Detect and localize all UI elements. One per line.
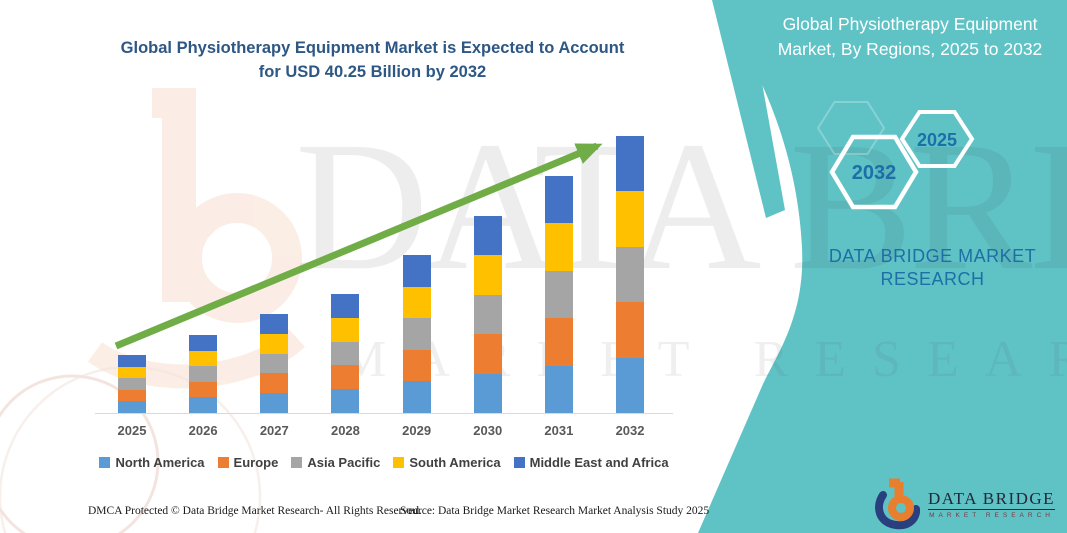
bar-segment-2027-north-america [260, 393, 289, 413]
bar-segment-2029-south-america [402, 286, 431, 319]
legend-swatch [291, 457, 303, 468]
bar-segment-2028-europe [331, 365, 360, 390]
legend-swatch [99, 457, 111, 468]
bar-segment-2026-europe [189, 381, 218, 398]
legend-item-europe: Europe [217, 455, 279, 470]
x-axis-label-2029: 2029 [402, 423, 432, 438]
stacked-bar-2025 [118, 355, 146, 413]
bar-segment-2030-north-america [473, 373, 502, 413]
bar-segment-2026-asia-pacific [189, 366, 218, 382]
bar-segment-2025-middle-east-and-africa [118, 355, 146, 367]
bar-segment-2032-asia-pacific [616, 246, 645, 303]
legend-label: Europe [233, 455, 279, 470]
bar-segment-2025-europe [118, 389, 146, 402]
bar-segment-2029-europe [402, 349, 431, 382]
bar-segment-2026-north-america [189, 397, 218, 413]
bar-segment-2027-south-america [260, 333, 289, 354]
bar-segment-2029-north-america [402, 381, 431, 413]
x-axis-label-2026: 2026 [188, 423, 218, 438]
bar-segment-2031-north-america [544, 365, 573, 413]
legend-label: North America [115, 455, 205, 470]
logo-name-text: DATA BRIDGE [928, 489, 1056, 510]
x-axis-label-2028: 2028 [330, 423, 360, 438]
bar-segment-2030-asia-pacific [473, 294, 502, 335]
bar-segment-2032-south-america [616, 191, 645, 247]
bar-segment-2031-asia-pacific [544, 270, 573, 319]
stacked-bar-2028 [331, 294, 360, 413]
stacked-bar-chart [95, 120, 675, 413]
brand-line2: RESEARCH [880, 269, 985, 289]
legend-swatch [217, 457, 229, 468]
legend-label: Middle East and Africa [529, 455, 669, 470]
bar-segment-2032-north-america [616, 357, 645, 413]
bar-segment-2028-north-america [331, 389, 360, 413]
chart-legend: North America Europe Asia Pacific South Ame… [88, 455, 680, 470]
stacked-bar-2029 [402, 255, 431, 413]
bar-segment-2032-europe [616, 302, 645, 358]
bar-segment-2027-europe [260, 373, 289, 394]
bar-segment-2030-europe [473, 334, 502, 374]
legend-item-middle-east-and-africa: Middle East and Africa [513, 455, 669, 470]
x-axis-label-2027: 2027 [259, 423, 289, 438]
panel-title-line1: Global Physiotherapy Equipment [782, 14, 1038, 34]
brand-line1: DATA BRIDGE MARKET [828, 246, 1037, 266]
legend-swatch [393, 457, 405, 468]
stacked-bar-2026 [189, 335, 218, 413]
bar-segment-2028-south-america [331, 317, 360, 342]
bar-segment-2031-south-america [544, 223, 573, 271]
bar-segment-2029-asia-pacific [402, 318, 431, 350]
company-logo: DATA BRIDGE MARKET RESEARCH [872, 478, 1056, 530]
source-note: Source: Data Bridge Market Research Mark… [400, 505, 710, 517]
bar-segment-2025-asia-pacific [118, 378, 146, 390]
x-axis-line [95, 413, 673, 414]
bar-segment-2025-north-america [118, 401, 146, 413]
legend-label: Asia Pacific [307, 455, 381, 470]
x-axis-label-2025: 2025 [117, 423, 147, 438]
x-axis-label-2032: 2032 [615, 423, 645, 438]
bar-segment-2029-middle-east-and-africa [402, 255, 431, 287]
company-logo-icon [875, 478, 920, 530]
chart-title-line1: Global Physiotherapy Equipment Market is… [120, 39, 625, 57]
legend-swatch [513, 457, 525, 468]
legend-item-asia-pacific: Asia Pacific [291, 455, 380, 470]
panel-title: Global Physiotherapy Equipment Market, B… [765, 12, 1055, 62]
stacked-bar-2031 [544, 176, 573, 413]
bar-segment-2025-south-america [118, 366, 146, 379]
legend-item-north-america: North America [99, 455, 205, 470]
bar-segment-2032-middle-east-and-africa [616, 136, 645, 192]
bar-segment-2031-middle-east-and-africa [544, 176, 573, 224]
x-axis-label-2030: 2030 [473, 423, 503, 438]
chart-title-line2: for USD 40.25 Billion by 2032 [258, 63, 487, 81]
bar-segment-2028-asia-pacific [331, 341, 360, 366]
x-axis-labels: 2025 2026 2027 2028 2029 2030 2031 2032 [95, 423, 675, 443]
bar-segment-2030-south-america [473, 255, 502, 295]
x-axis-label-2031: 2031 [544, 423, 574, 438]
bar-segment-2026-south-america [189, 350, 218, 367]
brand-wordmark: DATA BRIDGE MARKET RESEARCH [805, 245, 1060, 291]
stacked-bar-2027 [260, 314, 289, 413]
legend-item-south-america: South America [393, 455, 501, 470]
bar-segment-2026-middle-east-and-africa [189, 335, 218, 351]
bar-segment-2028-middle-east-and-africa [331, 294, 360, 318]
bar-segment-2027-asia-pacific [260, 353, 289, 374]
bar-segment-2027-middle-east-and-africa [260, 314, 289, 334]
bar-segment-2031-europe [544, 318, 573, 366]
bar-segment-2030-middle-east-and-africa [473, 216, 502, 256]
stacked-bar-2032 [616, 136, 645, 413]
logo-sub-text: MARKET RESEARCH [929, 512, 1054, 519]
panel-title-line2: Market, By Regions, 2025 to 2032 [777, 39, 1043, 59]
dmca-note: DMCA Protected © Data Bridge Market Rese… [88, 505, 422, 517]
legend-label: South America [409, 455, 501, 470]
chart-title: Global Physiotherapy Equipment Market is… [85, 36, 660, 84]
stacked-bar-2030 [473, 216, 502, 413]
